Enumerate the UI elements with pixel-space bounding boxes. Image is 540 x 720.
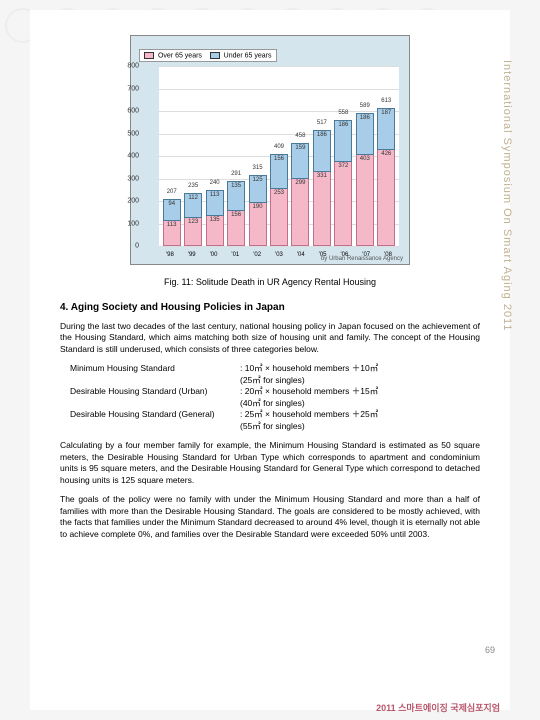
legend-label: Over 65 years (158, 52, 202, 59)
chart-legend: Over 65 years Under 65 years (139, 49, 277, 62)
figure-caption: Fig. 11: Solitude Death in UR Agency Ren… (60, 277, 480, 287)
page-content: International Symposium On Smart Aging 2… (30, 10, 510, 710)
legend-swatch-under65 (210, 52, 220, 59)
legend-swatch-over65 (144, 52, 154, 59)
standards-list: Minimum Housing Standard: 10㎡ × househol… (70, 363, 480, 432)
page-number: 69 (485, 645, 495, 655)
chart-plot-area: 0100200300400500600700800 20794113235112… (159, 66, 399, 246)
bars-container: 2079411323511212324011313529113515631512… (159, 66, 399, 246)
legend-label: Under 65 years (224, 52, 272, 59)
paragraph: The goals of the policy were no family w… (60, 494, 480, 540)
paragraph: During the last two decades of the last … (60, 321, 480, 355)
chart-source: by Urban Renaissance Agency (321, 256, 403, 262)
paragraph: Calculating by a four member family for … (60, 440, 480, 486)
section-heading: 4. Aging Society and Housing Policies in… (60, 302, 480, 313)
footer-korean: 2011 스마트에이징 국제심포지엄 (376, 701, 500, 714)
bar-chart: Over 65 years Under 65 years 01002003004… (130, 35, 410, 265)
side-title: International Symposium On Smart Aging 2… (501, 60, 513, 331)
